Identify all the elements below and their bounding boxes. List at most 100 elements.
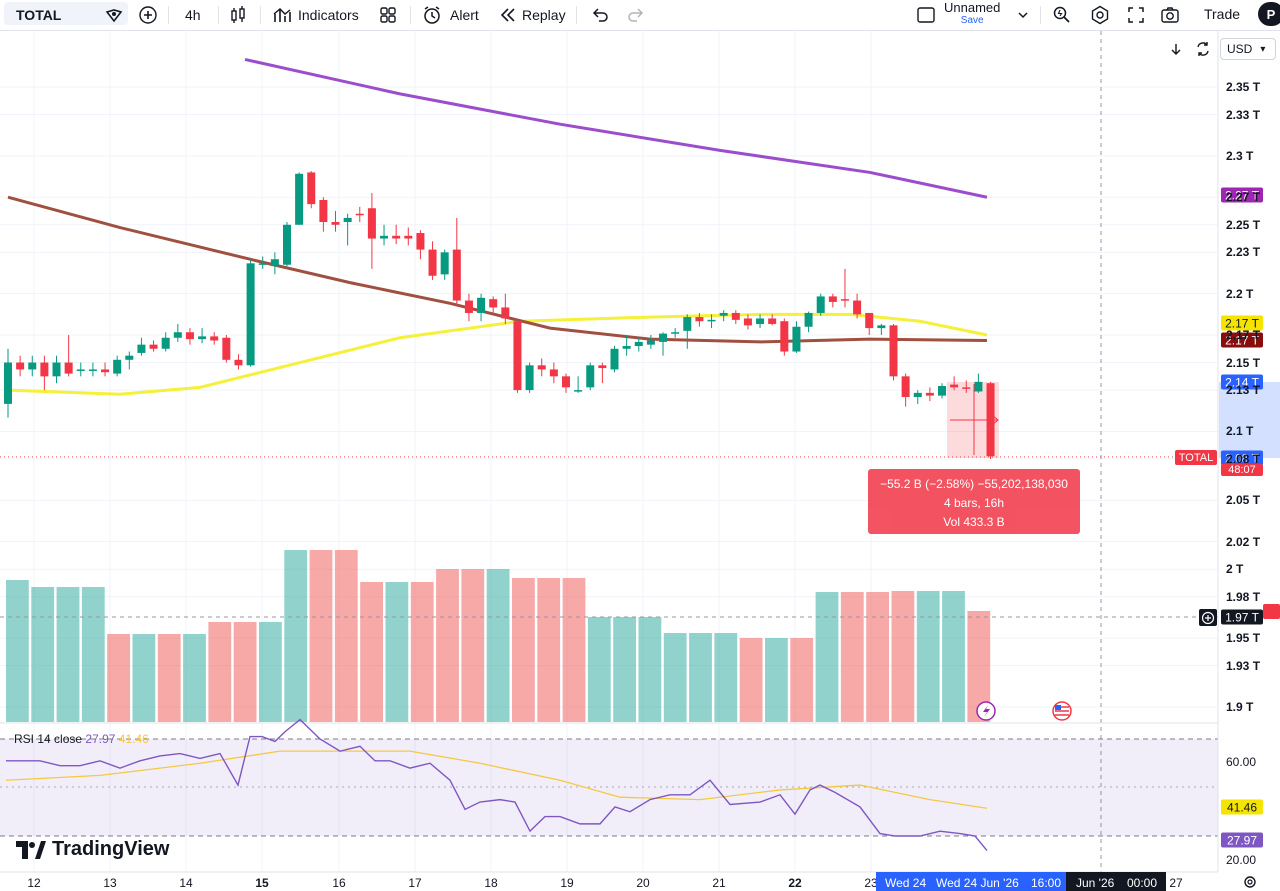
volume-bar [81, 587, 105, 722]
time-tick: 18 [484, 876, 498, 890]
candle [125, 351, 134, 370]
candle [380, 224, 389, 246]
chevron-down-icon[interactable] [1016, 0, 1030, 30]
settings-gear-icon[interactable] [1090, 0, 1110, 30]
candle [828, 293, 837, 308]
volume-bar [183, 634, 206, 722]
candle [185, 328, 194, 345]
quick-search-icon[interactable] [1052, 0, 1072, 30]
volume-bar [562, 578, 586, 722]
candle [925, 387, 934, 402]
candle [743, 314, 752, 330]
scroll-down-icon[interactable] [1168, 35, 1184, 63]
alert-button[interactable]: Alert [422, 0, 479, 30]
candle [307, 171, 316, 209]
avatar[interactable]: P [1258, 2, 1280, 26]
volume-bar [790, 638, 814, 722]
rsi-legend[interactable]: RSI 14 close 27.97 41.46 [14, 732, 149, 746]
price-tick: 2.05 T [1226, 493, 1261, 508]
time-axis-settings-icon[interactable] [1242, 873, 1258, 891]
time-tick: 14 [179, 876, 193, 890]
volume-bar [739, 638, 763, 722]
candle [173, 323, 182, 342]
candle [938, 383, 947, 399]
candle [295, 172, 304, 225]
candle [464, 293, 473, 322]
flash-icon[interactable] [976, 701, 996, 721]
ma-brown-tag: 2.17 T [1221, 332, 1263, 348]
time-cursor-hour: 00:00 [1127, 876, 1158, 890]
top-toolbar: TOTAL 4h Indicators Alert Replay Unnamed… [0, 0, 1280, 31]
undo-icon[interactable] [590, 0, 610, 30]
price-tick: 2.13 T [1226, 383, 1261, 398]
candle [731, 310, 740, 324]
us-flag-event-icon[interactable] [1052, 701, 1072, 721]
volume-bars [6, 550, 991, 722]
candle [671, 328, 680, 338]
templates-grid-icon[interactable] [378, 0, 398, 30]
measure-bars: 4 bars, 16h [943, 496, 1005, 510]
candle [780, 318, 789, 356]
time-cursor-highlight [876, 872, 1066, 891]
indicators-icon [273, 8, 291, 22]
indicators-button[interactable]: Indicators [272, 0, 359, 30]
candle [756, 314, 765, 329]
candle [695, 312, 704, 327]
layout-square-icon[interactable] [916, 0, 936, 30]
symbol-eye-icon[interactable] [104, 0, 124, 30]
candle [319, 197, 328, 232]
layout-name-button[interactable]: Unnamed Save [944, 1, 1000, 27]
symbol-name[interactable]: TOTAL [16, 7, 62, 23]
candle [513, 319, 522, 393]
tradingview-logo[interactable]: TradingView [16, 838, 169, 861]
time-cursor-label-bg [1066, 872, 1166, 891]
redo-icon[interactable] [626, 0, 646, 30]
time-tick: 21 [712, 876, 726, 890]
toolbar-divider [1040, 6, 1041, 24]
price-tick: 2.2 T [1226, 286, 1254, 301]
replay-button[interactable]: Replay [498, 0, 566, 30]
candles-style-icon[interactable] [228, 0, 248, 30]
candle [646, 335, 655, 349]
compare-add-icon[interactable] [138, 0, 158, 30]
volume-bar [587, 617, 611, 722]
candle [561, 373, 570, 393]
candle [331, 211, 340, 232]
tradingview-icon [16, 840, 46, 859]
candle [501, 293, 510, 324]
volume-bar [967, 611, 991, 722]
candle [246, 259, 255, 367]
candle [52, 355, 61, 384]
candlesticks [4, 171, 995, 459]
toolbar-divider [168, 6, 169, 24]
trade-button[interactable]: Trade [1203, 6, 1241, 22]
time-tick: 13 [103, 876, 117, 890]
auto-scale-icon[interactable] [1195, 35, 1211, 63]
price-tick: 2.27 T [1226, 190, 1261, 205]
time-tick: 19 [560, 876, 574, 890]
volume-bar [157, 634, 181, 722]
rsi-ma-tag: 41.46 [1221, 799, 1263, 815]
measure-tooltip: −55.2 B (−2.58%) −55,202,138,030 4 bars,… [868, 469, 1080, 534]
toolbar-divider [576, 6, 577, 24]
candle [974, 373, 983, 393]
volume-bar [638, 617, 662, 722]
symbol-line-tag: TOTAL [1175, 450, 1217, 465]
volume-bar [486, 569, 510, 722]
symbol-search-box[interactable] [4, 2, 128, 25]
candle [113, 355, 122, 377]
candle [707, 314, 716, 329]
toolbar-divider [218, 6, 219, 24]
fullscreen-icon[interactable] [1126, 0, 1146, 30]
currency-selector[interactable]: USD ▾ [1220, 38, 1276, 60]
volume-bar [132, 634, 156, 722]
tradingview-logo-text: TradingView [52, 838, 170, 860]
crosshair-add-button[interactable] [1199, 609, 1217, 626]
camera-snapshot-icon[interactable] [1160, 0, 1180, 30]
candle [877, 323, 886, 335]
interval-button[interactable]: 4h [185, 7, 201, 23]
volume-bar [56, 587, 80, 722]
candle [586, 362, 595, 391]
candle [477, 293, 486, 322]
